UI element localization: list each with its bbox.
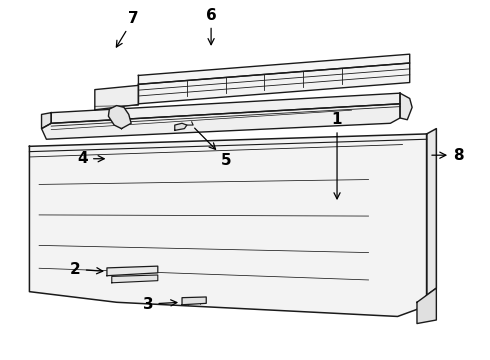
Polygon shape [175, 123, 187, 130]
Polygon shape [182, 297, 206, 305]
Text: 8: 8 [432, 148, 464, 163]
Polygon shape [42, 104, 400, 139]
Text: 4: 4 [77, 151, 104, 166]
Polygon shape [138, 63, 410, 104]
Text: 3: 3 [143, 297, 177, 311]
Polygon shape [417, 288, 437, 324]
Polygon shape [29, 134, 427, 316]
Polygon shape [400, 93, 412, 120]
Text: 2: 2 [70, 262, 103, 277]
Text: 6: 6 [206, 8, 217, 45]
Polygon shape [42, 113, 51, 129]
Polygon shape [427, 129, 437, 295]
Polygon shape [107, 266, 158, 276]
Polygon shape [95, 85, 138, 110]
Text: 1: 1 [332, 112, 343, 199]
Polygon shape [51, 93, 400, 123]
Text: 7: 7 [116, 11, 139, 47]
Polygon shape [138, 54, 410, 84]
Polygon shape [112, 275, 158, 283]
Polygon shape [108, 105, 131, 129]
Text: 5: 5 [195, 128, 232, 168]
